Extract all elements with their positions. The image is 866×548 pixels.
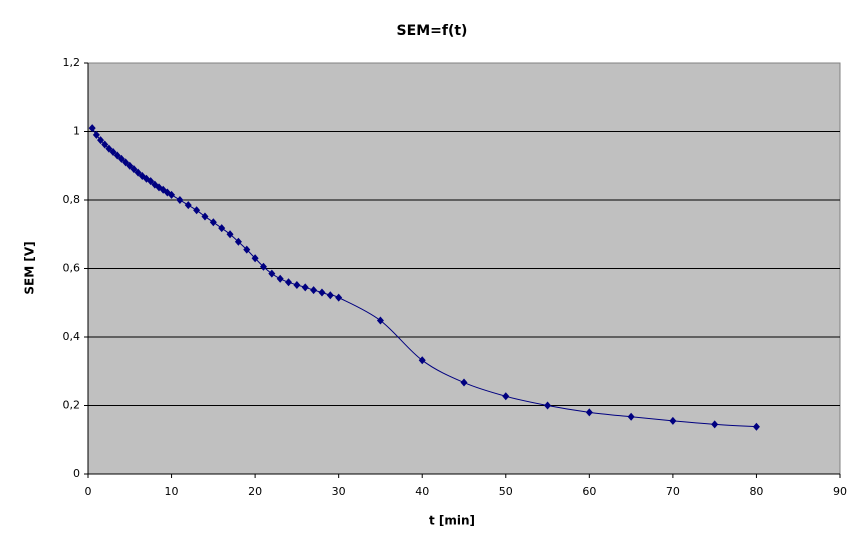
data-point (293, 280, 301, 289)
x-tick-label: 50 (499, 485, 513, 498)
data-point (243, 245, 251, 254)
x-axis-title: t [min] (429, 514, 475, 528)
data-point (101, 140, 109, 149)
data-point (711, 420, 719, 429)
y-tick-label: 0,2 (63, 399, 81, 412)
data-point (318, 288, 326, 297)
data-point (285, 278, 293, 287)
data-point (251, 254, 259, 263)
data-point (209, 218, 217, 227)
data-point (97, 136, 105, 145)
data-point (310, 286, 318, 295)
data-point (226, 230, 234, 239)
data-point (105, 144, 113, 153)
data-point (168, 190, 176, 199)
x-tick-label: 30 (332, 485, 346, 498)
data-point (752, 422, 760, 431)
x-tick-label: 70 (666, 485, 680, 498)
data-point (113, 151, 121, 160)
data-point (130, 165, 138, 174)
data-point (376, 316, 384, 325)
data-point (201, 212, 209, 221)
x-tick-label: 90 (833, 485, 847, 498)
y-tick-label: 1,2 (63, 56, 81, 69)
data-point (92, 130, 100, 139)
data-point (259, 262, 267, 271)
data-point (276, 274, 284, 283)
data-point (109, 148, 117, 157)
x-tick-label: 40 (415, 485, 429, 498)
data-point (88, 124, 96, 133)
data-point (544, 401, 552, 410)
data-point (134, 168, 142, 177)
x-tick-label: 0 (85, 485, 92, 498)
data-point (184, 201, 192, 210)
data-point (234, 237, 242, 246)
data-point (122, 158, 130, 167)
data-point (193, 206, 201, 215)
data-point (627, 412, 635, 421)
data-point (335, 293, 343, 302)
data-point (502, 392, 510, 401)
y-axis-title: SEM [V] (23, 241, 37, 294)
x-tick-label: 80 (749, 485, 763, 498)
y-tick-label: 1 (73, 125, 80, 138)
data-point (669, 416, 677, 425)
y-tick-label: 0,4 (63, 330, 81, 343)
chart-title: SEM=f(t) (397, 23, 468, 39)
data-point (460, 378, 468, 387)
x-tick-label: 10 (165, 485, 179, 498)
y-tick-label: 0,6 (63, 262, 81, 275)
data-point (418, 356, 426, 365)
data-point (268, 269, 276, 278)
x-tick-label: 20 (248, 485, 262, 498)
y-tick-label: 0,8 (63, 193, 81, 206)
data-point (585, 408, 593, 417)
data-point (147, 177, 155, 186)
data-point (176, 196, 184, 204)
data-point (117, 154, 125, 163)
data-point (126, 161, 134, 170)
data-point (301, 283, 309, 292)
data-point (218, 224, 226, 233)
x-tick-label: 60 (582, 485, 596, 498)
data-point (326, 291, 334, 300)
y-tick-label: 0 (73, 467, 80, 480)
